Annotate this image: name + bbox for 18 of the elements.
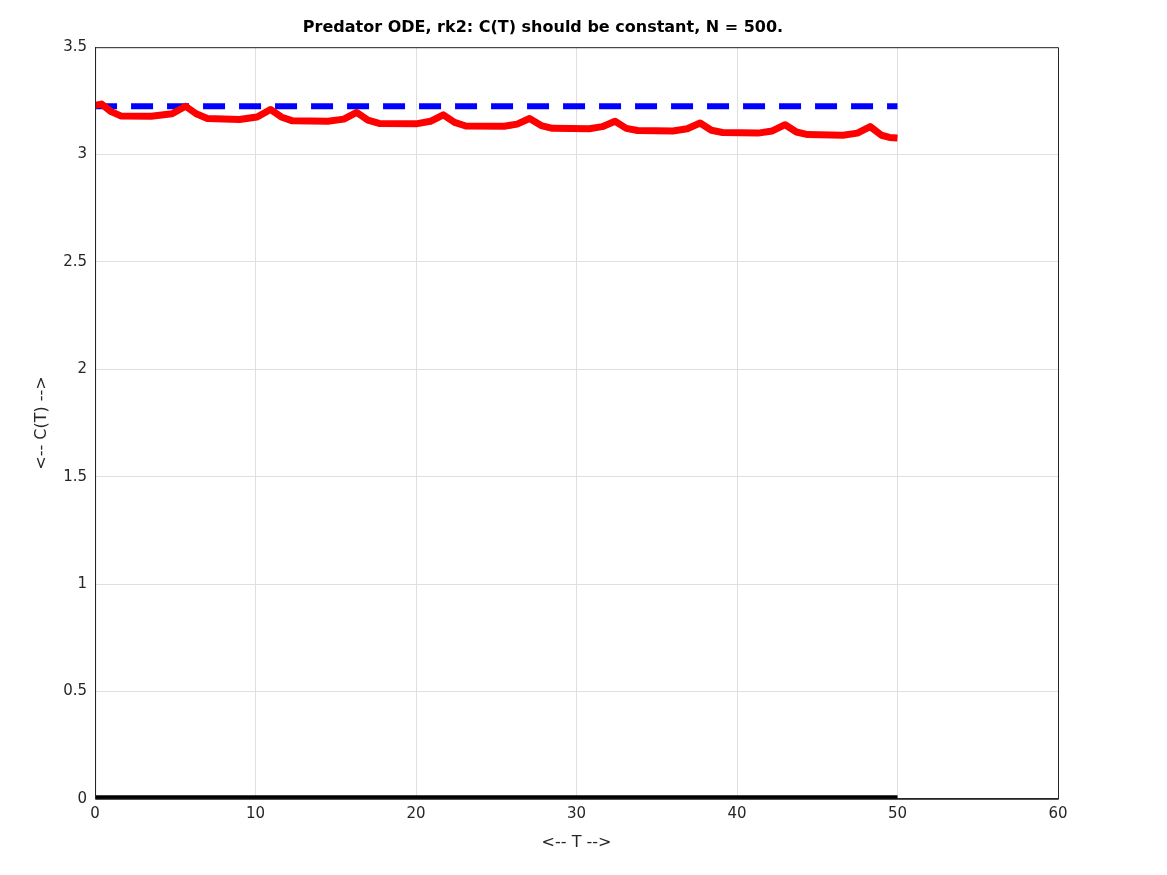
- x-tick-label: 20: [406, 803, 426, 822]
- y-tick-label: 1.5: [63, 466, 88, 485]
- x-axis-title: <-- T -->: [541, 831, 612, 851]
- chart-title: Predator ODE, rk2: C(T) should be constant, N = 500.: [302, 16, 784, 36]
- x-tick-label: 50: [887, 803, 908, 822]
- y-tick-label: 3: [77, 144, 88, 163]
- x-tick-label: 40: [727, 803, 747, 822]
- x-tick-label: 10: [246, 803, 266, 822]
- y-axis-title: <-- C(T) -->: [30, 376, 50, 470]
- y-tick-label: 1: [77, 573, 88, 592]
- x-tick-label: 30: [566, 803, 587, 822]
- x-tick-label: 0: [90, 803, 100, 822]
- y-tick-label: 2.5: [63, 251, 88, 270]
- y-tick-label: 2: [77, 359, 88, 378]
- y-tick-label: 3.5: [63, 37, 88, 56]
- x-tick-label: 60: [1048, 803, 1068, 822]
- y-tick-label: 0: [77, 788, 88, 807]
- y-tick-label: 0.5: [63, 681, 88, 700]
